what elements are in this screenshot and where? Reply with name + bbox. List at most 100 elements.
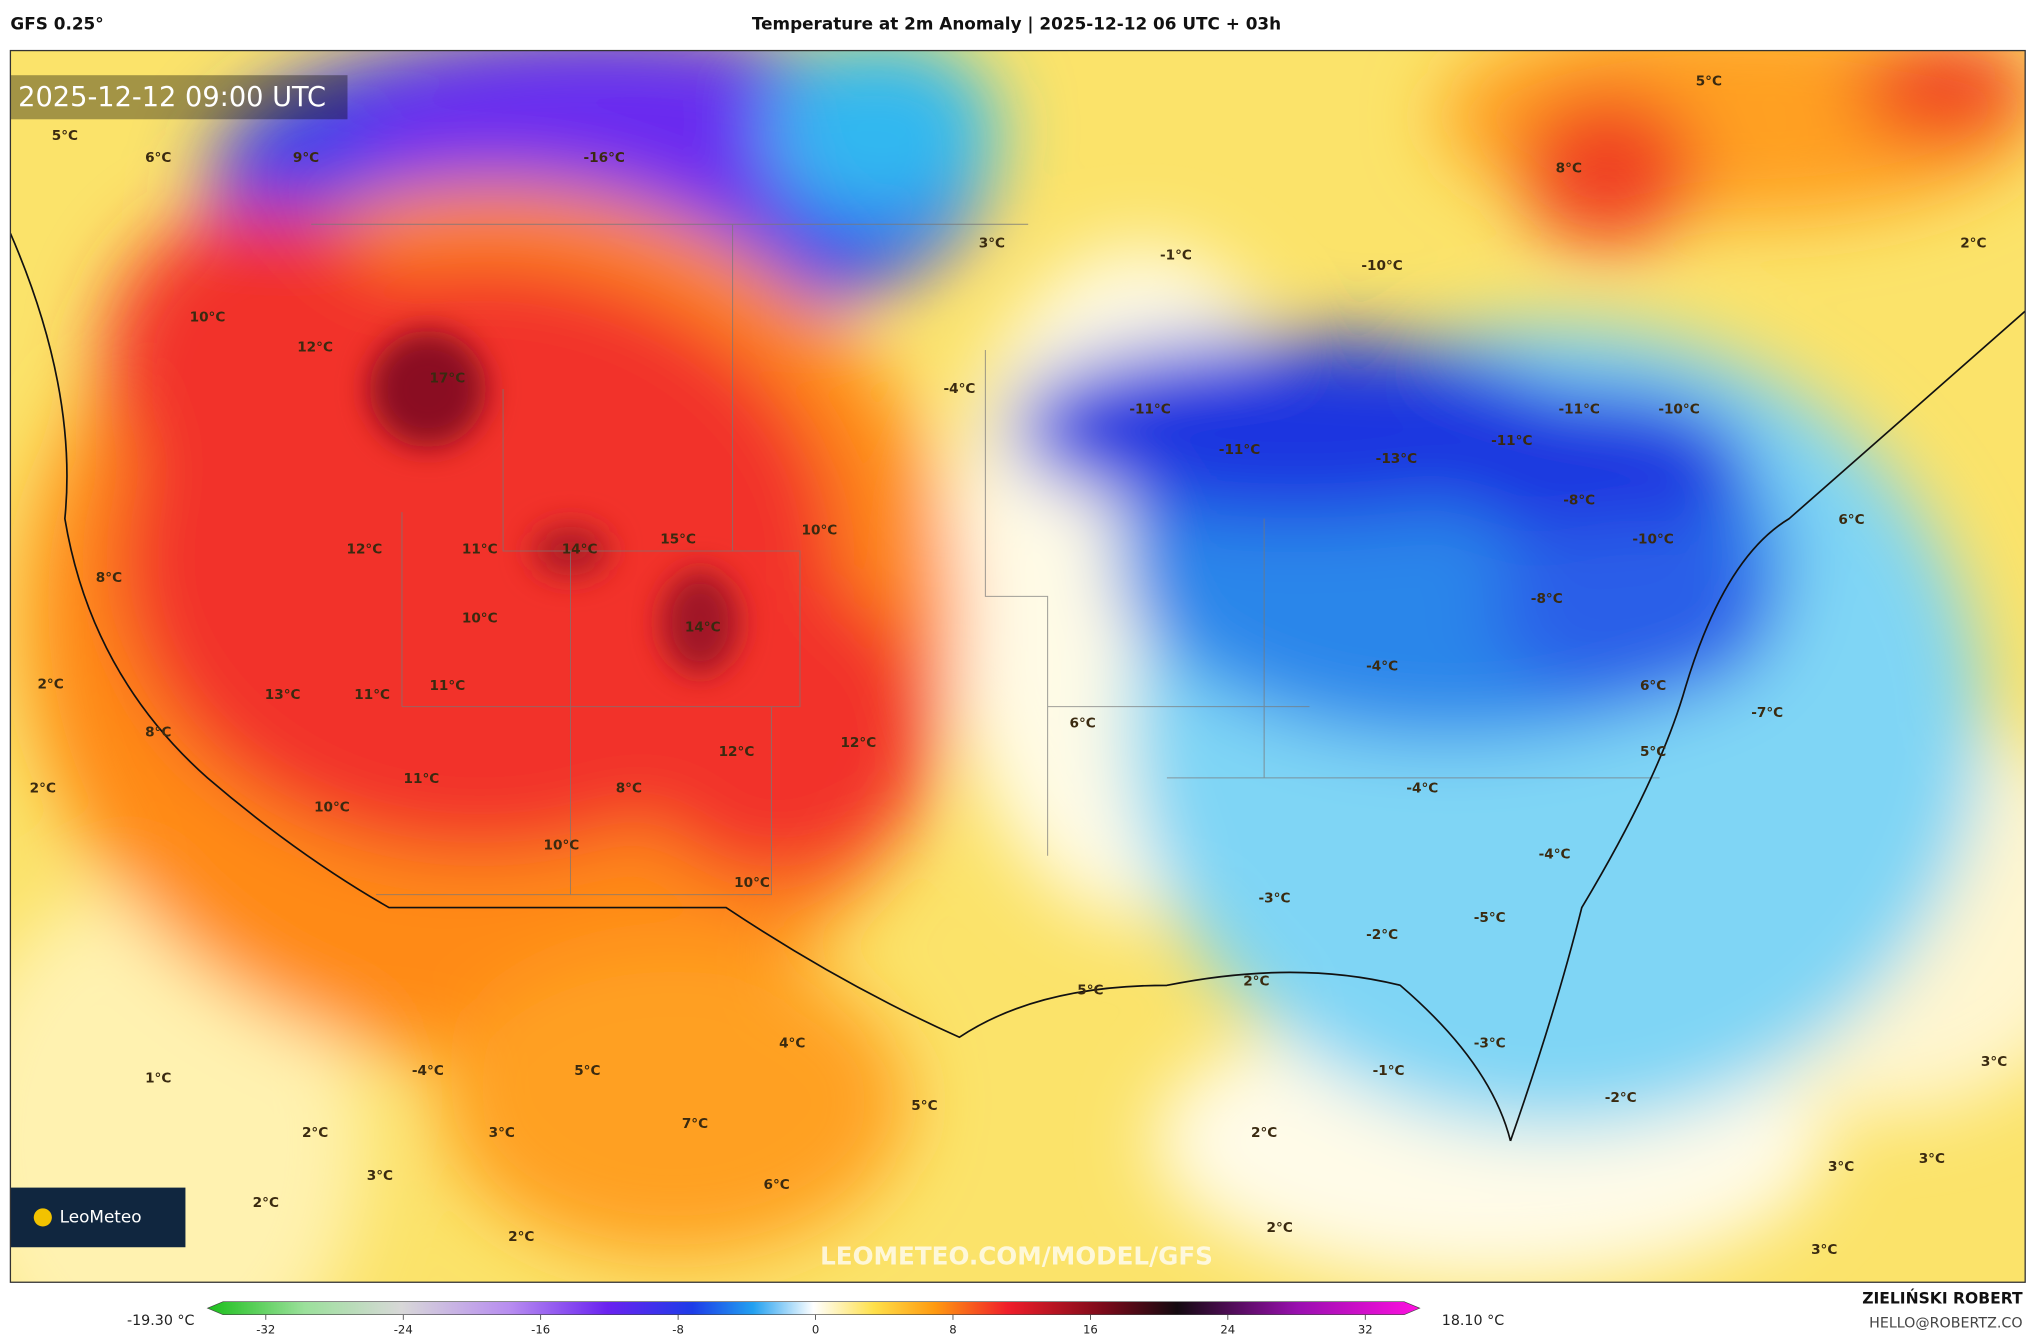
temperature-label: 11°C — [354, 687, 390, 703]
temperature-label: 6°C — [1838, 512, 1864, 528]
temperature-label: -2°C — [1366, 927, 1398, 943]
temperature-label: -3°C — [1474, 1036, 1506, 1052]
temperature-label: 8°C — [616, 780, 642, 796]
temperature-label: 11°C — [404, 771, 440, 787]
temperature-label: 2°C — [253, 1195, 279, 1211]
temperature-label: -4°C — [412, 1063, 444, 1079]
temperature-label: 6°C — [764, 1177, 790, 1193]
temperature-label: 12°C — [719, 744, 755, 760]
temperature-label: -10°C — [1658, 402, 1699, 418]
temperature-label: 2°C — [37, 677, 63, 693]
temperature-label: 11°C — [429, 678, 465, 694]
temperature-label: 3°C — [979, 236, 1005, 252]
temperature-label: 2°C — [1251, 1125, 1277, 1141]
colorbar — [206, 1301, 1421, 1315]
temperature-label: 8°C — [1556, 161, 1582, 177]
temperature-label: 12°C — [346, 542, 382, 558]
timestamp: 2025-12-12 09:00 UTC — [18, 82, 326, 113]
colorbar-max: 18.10 °C — [1442, 1313, 1504, 1329]
colorbar-tick-label: 8 — [949, 1323, 956, 1337]
temperature-label: 14°C — [685, 620, 721, 636]
temperature-label: 8°C — [96, 570, 122, 586]
temperature-label: -2°C — [1605, 1090, 1637, 1106]
colorbar-tick-label: -16 — [531, 1323, 550, 1337]
temperature-label: 8°C — [145, 725, 171, 741]
temperature-label: 4°C — [779, 1036, 805, 1052]
colorbar-tick-label: -24 — [394, 1323, 413, 1337]
temperature-label: 2°C — [1267, 1220, 1293, 1236]
temperature-label: 3°C — [489, 1125, 515, 1141]
colorbar-tick-label: 32 — [1358, 1323, 1373, 1337]
temperature-label: 17°C — [429, 371, 465, 387]
temperature-label: -5°C — [1474, 910, 1506, 926]
temperature-label: -11°C — [1129, 402, 1170, 418]
temperature-label: -3°C — [1259, 890, 1291, 906]
map: 5°C 6°C 9°C -16°C 5°C 8°C 3°C 2°C -1°C -10°C 10°C 1… — [10, 50, 2026, 1283]
temperature-label: -11°C — [1558, 402, 1599, 418]
temperature-label: 10°C — [462, 610, 498, 626]
temperature-label: 2°C — [302, 1125, 328, 1141]
temperature-label: -11°C — [1491, 433, 1532, 449]
temperature-label: 6°C — [145, 150, 171, 166]
temperature-label: 10°C — [190, 310, 226, 326]
temperature-label: 3°C — [367, 1168, 393, 1184]
temperature-label: 15°C — [660, 531, 696, 547]
temperature-label: 1°C — [145, 1071, 171, 1087]
colorbar-tick-label: 24 — [1220, 1323, 1235, 1337]
colorbar-min: -19.30 °C — [127, 1313, 195, 1329]
author: ZIELIŃSKI ROBERT — [1862, 1289, 2023, 1308]
temperature-label: 9°C — [293, 150, 319, 166]
temperature-label: 14°C — [562, 542, 598, 558]
temperature-label: 3°C — [1981, 1054, 2007, 1070]
temperature-label: -8°C — [1531, 591, 1563, 607]
logo: LeoMeteo — [60, 1206, 142, 1226]
colorbar-tick-label: -8 — [672, 1323, 684, 1337]
temperature-label: 5°C — [1640, 744, 1666, 760]
temperature-label: 6°C — [1069, 715, 1095, 731]
temperature-label: 5°C — [911, 1098, 937, 1114]
temperature-label: 5°C — [1696, 74, 1722, 90]
temperature-label: -16°C — [584, 150, 625, 166]
temperature-label: 3°C — [1811, 1242, 1837, 1258]
temperature-label: 3°C — [1828, 1159, 1854, 1175]
temperature-label: 10°C — [734, 875, 770, 891]
temperature-label: -4°C — [1539, 846, 1571, 862]
temperature-label: 2°C — [508, 1229, 534, 1245]
email: HELLO@ROBERTZ.CO — [1869, 1316, 2022, 1332]
temperature-label: -8°C — [1563, 492, 1595, 508]
temperature-label: 10°C — [544, 837, 580, 853]
temperature-label: 13°C — [265, 687, 301, 703]
watermark: LEOMETEO.COM/MODEL/GFS — [820, 1242, 1213, 1271]
temperature-label: -4°C — [943, 381, 975, 397]
colorbar-tick-label: -32 — [256, 1323, 275, 1337]
temperature-label: 5°C — [52, 128, 78, 144]
temperature-label: 2°C — [30, 780, 56, 796]
temperature-label: -11°C — [1219, 442, 1260, 458]
temperature-label: 10°C — [314, 800, 350, 816]
colorbar-tick-label: 16 — [1083, 1323, 1098, 1337]
temperature-label: -4°C — [1366, 658, 1398, 674]
temperature-label: 12°C — [297, 339, 333, 355]
temperature-label: -13°C — [1376, 451, 1417, 467]
temperature-label: -1°C — [1373, 1063, 1405, 1079]
temperature-label: 5°C — [1077, 983, 1103, 999]
temperature-label: 12°C — [840, 735, 876, 751]
temperature-label: 10°C — [802, 522, 838, 538]
temperature-label: -10°C — [1361, 258, 1402, 274]
temperature-label: 11°C — [462, 542, 498, 558]
temperature-label: 5°C — [574, 1063, 600, 1079]
temperature-label: 2°C — [1960, 236, 1986, 252]
temperature-label: 7°C — [682, 1116, 708, 1132]
temperature-label: 6°C — [1640, 678, 1666, 694]
temperature-label: -4°C — [1406, 780, 1438, 796]
temperature-label: -1°C — [1160, 247, 1192, 263]
temperature-label: 3°C — [1919, 1151, 1945, 1167]
temperature-label: -7°C — [1751, 705, 1783, 721]
colorbar-tick-label: 0 — [812, 1323, 819, 1337]
temperature-label: -10°C — [1632, 531, 1673, 547]
model-name: GFS 0.25° — [10, 14, 103, 34]
temperature-label: 2°C — [1243, 973, 1269, 989]
map-title: Temperature at 2m Anomaly | 2025-12-12 0… — [752, 14, 1281, 34]
